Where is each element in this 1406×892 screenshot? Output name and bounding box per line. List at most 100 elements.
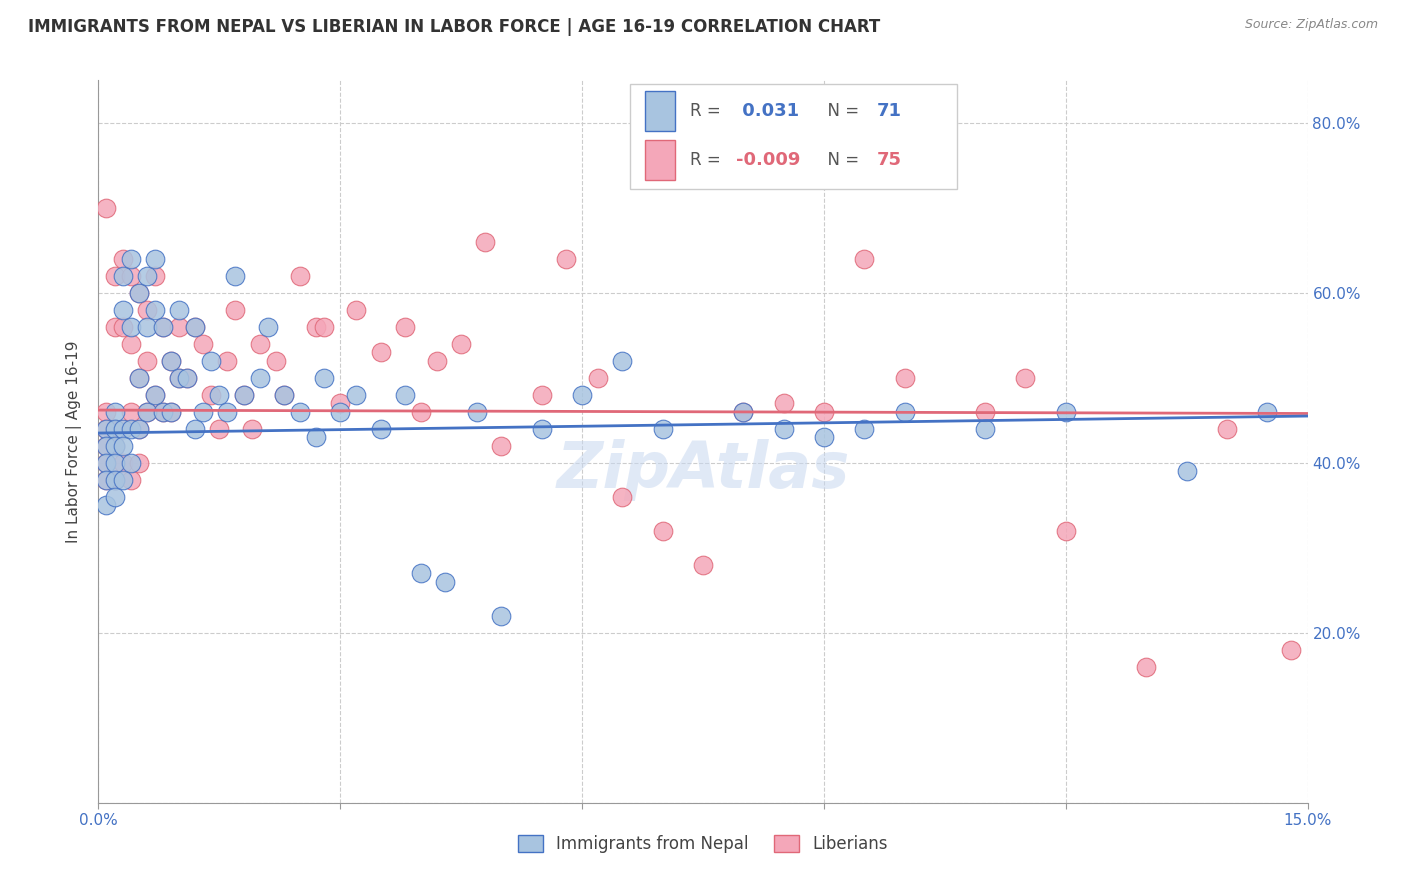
Point — [96, 456, 118, 470]
Point — [1054, 524, 1077, 538]
Point — [612, 490, 634, 504]
Text: IMMIGRANTS FROM NEPAL VS LIBERIAN IN LABOR FORCE | AGE 16-19 CORRELATION CHART: IMMIGRANTS FROM NEPAL VS LIBERIAN IN LAB… — [28, 18, 880, 36]
Point — [491, 608, 513, 623]
Point — [571, 388, 593, 402]
Point — [152, 405, 174, 419]
Point — [128, 285, 150, 300]
Point — [111, 473, 134, 487]
Point — [288, 405, 311, 419]
Point — [152, 319, 174, 334]
Text: N =: N = — [817, 151, 865, 169]
Point — [120, 456, 142, 470]
Point — [103, 456, 125, 470]
Point — [273, 388, 295, 402]
Point — [111, 439, 134, 453]
Point — [103, 422, 125, 436]
Point — [200, 353, 222, 368]
Point — [1256, 405, 1278, 419]
Point — [160, 405, 183, 419]
Point — [1175, 464, 1198, 478]
Point — [612, 353, 634, 368]
Point — [128, 456, 150, 470]
FancyBboxPatch shape — [645, 92, 675, 131]
Point — [103, 268, 125, 283]
Point — [217, 405, 239, 419]
Point — [200, 388, 222, 402]
Point — [152, 405, 174, 419]
Point — [426, 353, 449, 368]
Point — [160, 405, 183, 419]
Point — [772, 396, 794, 410]
Point — [167, 371, 190, 385]
Point — [96, 439, 118, 453]
Point — [370, 422, 392, 436]
Point — [96, 498, 118, 512]
Point — [96, 473, 118, 487]
Point — [103, 473, 125, 487]
Point — [111, 456, 134, 470]
Point — [264, 353, 287, 368]
Point — [193, 405, 215, 419]
Point — [586, 371, 609, 385]
Point — [314, 319, 336, 334]
Point — [167, 371, 190, 385]
Point — [208, 422, 231, 436]
Point — [370, 345, 392, 359]
Point — [128, 371, 150, 385]
Point — [111, 422, 134, 436]
Point — [96, 201, 118, 215]
Point — [893, 371, 915, 385]
Point — [96, 456, 118, 470]
Point — [329, 396, 352, 410]
Point — [974, 422, 997, 436]
Point — [249, 371, 271, 385]
Point — [249, 336, 271, 351]
Point — [813, 405, 835, 419]
Point — [1135, 660, 1157, 674]
Point — [103, 319, 125, 334]
Point — [135, 405, 157, 419]
Point — [232, 388, 254, 402]
Text: 0.031: 0.031 — [735, 103, 799, 120]
Point — [96, 422, 118, 436]
Point — [135, 268, 157, 283]
Point — [1014, 371, 1036, 385]
Point — [160, 353, 183, 368]
Point — [167, 319, 190, 334]
FancyBboxPatch shape — [630, 84, 957, 189]
Point — [96, 439, 118, 453]
Point — [733, 405, 755, 419]
Text: ZipAtlas: ZipAtlas — [557, 440, 849, 501]
Point — [143, 252, 166, 266]
Point — [120, 473, 142, 487]
Point — [111, 302, 134, 317]
Point — [450, 336, 472, 351]
Point — [120, 268, 142, 283]
Point — [96, 422, 118, 436]
Point — [135, 319, 157, 334]
Point — [853, 252, 876, 266]
Point — [530, 388, 553, 402]
Point — [103, 439, 125, 453]
Point — [344, 388, 367, 402]
Point — [733, 405, 755, 419]
Point — [176, 371, 198, 385]
Text: 71: 71 — [877, 103, 903, 120]
Text: 75: 75 — [877, 151, 903, 169]
Point — [651, 524, 673, 538]
Point — [813, 430, 835, 444]
Point — [853, 422, 876, 436]
Point — [772, 422, 794, 436]
Point — [1281, 642, 1303, 657]
Point — [184, 319, 207, 334]
Text: Source: ZipAtlas.com: Source: ZipAtlas.com — [1244, 18, 1378, 31]
Point — [120, 422, 142, 436]
Point — [143, 388, 166, 402]
Point — [394, 388, 416, 402]
Point — [409, 566, 432, 581]
Point — [111, 319, 134, 334]
Point — [1054, 405, 1077, 419]
Point — [651, 422, 673, 436]
Text: N =: N = — [817, 103, 865, 120]
Point — [111, 252, 134, 266]
